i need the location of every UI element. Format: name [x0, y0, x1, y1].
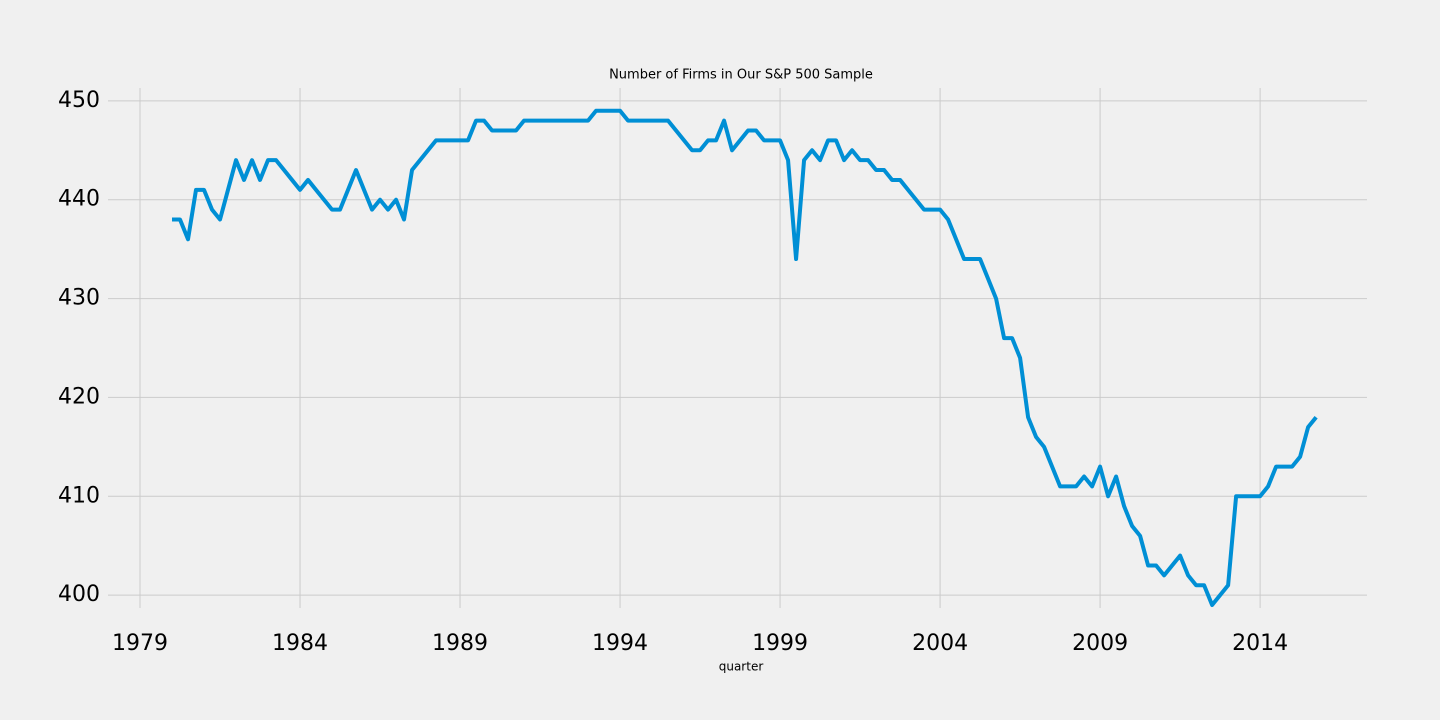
- y-tick-label: 420: [58, 384, 100, 409]
- y-tick-label: 410: [58, 483, 100, 508]
- x-tick-label: 1989: [432, 631, 488, 656]
- chart-title: Number of Firms in Our S&P 500 Sample: [609, 68, 873, 83]
- x-tick-label: 2009: [1072, 631, 1128, 656]
- data-line: [172, 108, 1318, 608]
- x-tick-label: 2004: [912, 631, 968, 656]
- x-tick-label: 1984: [272, 631, 328, 656]
- x-axis-label: quarter: [719, 660, 764, 674]
- y-tick-label: 430: [58, 286, 100, 311]
- y-tick-label: 440: [58, 187, 100, 212]
- x-tick-label: 2014: [1232, 631, 1288, 656]
- x-tick-label: 1979: [112, 631, 168, 656]
- y-tick-label: 450: [58, 88, 100, 113]
- x-tick-label: 1994: [592, 631, 648, 656]
- x-tick-label: 1999: [752, 631, 808, 656]
- y-tick-label: 400: [58, 582, 100, 607]
